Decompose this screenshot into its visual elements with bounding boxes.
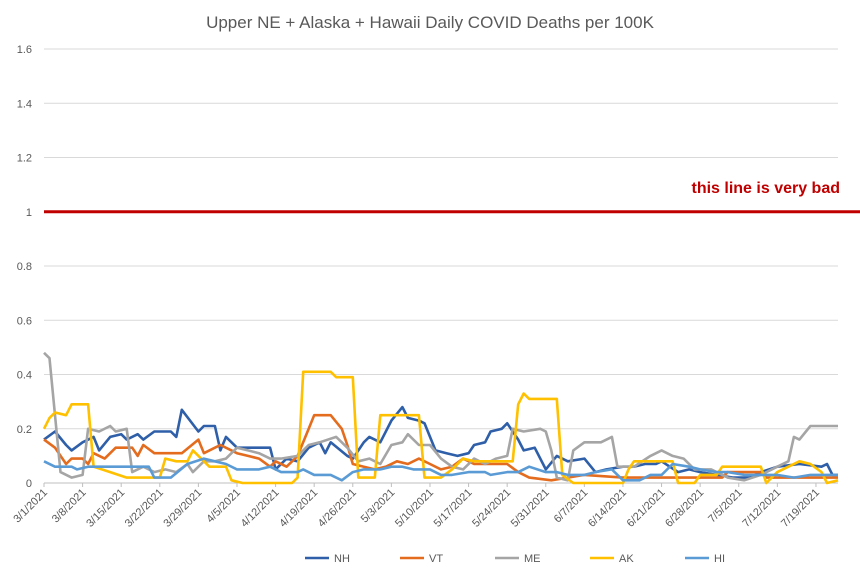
x-tick-label: 4/19/2021 [277,487,320,530]
series-line-ak [42,370,839,485]
x-tick-label: 7/5/2021 [706,487,745,526]
gridlines [44,48,838,484]
series-line-me [43,351,838,482]
legend-label-nh: NH [334,553,350,565]
x-tick-label: 3/1/2021 [11,487,50,526]
series-line-vt [43,413,838,482]
x-tick-label: 4/5/2021 [204,487,243,526]
legend-label-me: ME [524,553,541,565]
legend-label-ak: AK [619,553,634,565]
x-tick-label: 6/7/2021 [552,487,591,526]
reference-line-label: this line is very bad [692,180,841,197]
series-lines [42,351,839,485]
y-tick-label: 0.8 [17,261,32,273]
y-tick-label: 0.4 [17,370,32,382]
y-tick-label: 0.2 [17,424,32,436]
y-tick-label: 1.2 [17,153,32,165]
x-tick-label: 5/24/2021 [470,487,513,530]
x-tick-label: 4/26/2021 [316,487,359,530]
x-tick-label: 6/14/2021 [586,487,629,530]
y-tick-label: 0 [26,478,32,490]
y-axis-ticks: 0 0.2 0.4 0.6 0.8 1 1.2 1.4 1.6 [17,44,32,490]
legend-label-vt: VT [429,553,443,565]
x-tick-label: 3/15/2021 [84,487,127,530]
x-tick-label: 5/17/2021 [432,487,475,530]
x-tick-label: 5/10/2021 [393,487,436,530]
y-tick-label: 0.6 [17,315,32,327]
x-tick-label: 5/3/2021 [359,487,398,526]
x-tick-label: 5/31/2021 [509,487,552,530]
y-tick-label: 1.4 [17,98,32,110]
x-tick-label: 6/28/2021 [663,487,706,530]
legend: NH VT ME AK HI [305,553,725,565]
chart-title: Upper NE + Alaska + Hawaii Daily COVID D… [206,13,655,32]
reference-line-group: this line is very bad [44,180,860,214]
legend-label-hi: HI [714,553,725,565]
x-tick-label: 3/22/2021 [123,487,166,530]
x-tick-label: 7/12/2021 [740,487,783,530]
series-line-hi [43,457,838,482]
x-tick-label: 3/29/2021 [161,487,204,530]
y-tick-label: 1.6 [17,44,32,56]
x-tick-label: 7/19/2021 [779,487,822,530]
x-axis-ticks: 3/1/2021 3/8/20213/15/20213/22/20213/29/2… [11,483,822,530]
x-tick-label: 3/8/2021 [50,487,89,526]
x-tick-label: 6/21/2021 [625,487,668,530]
y-tick-label: 1 [26,207,32,219]
x-tick-label: 4/12/2021 [239,487,282,530]
